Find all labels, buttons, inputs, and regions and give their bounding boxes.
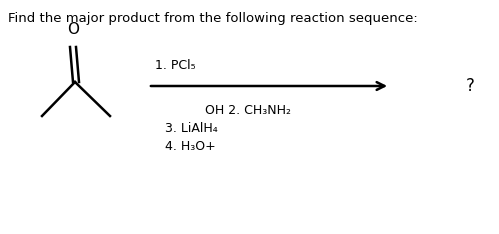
Text: O: O xyxy=(67,22,79,37)
Text: OH 2. CH₃NH₂: OH 2. CH₃NH₂ xyxy=(205,104,291,117)
Text: 4. H₃O+: 4. H₃O+ xyxy=(165,140,216,153)
Text: ?: ? xyxy=(466,77,475,95)
Text: Find the major product from the following reaction sequence:: Find the major product from the followin… xyxy=(8,12,418,25)
Text: 3. LiAlH₄: 3. LiAlH₄ xyxy=(165,122,218,135)
Text: 1. PCl₅: 1. PCl₅ xyxy=(155,59,196,72)
